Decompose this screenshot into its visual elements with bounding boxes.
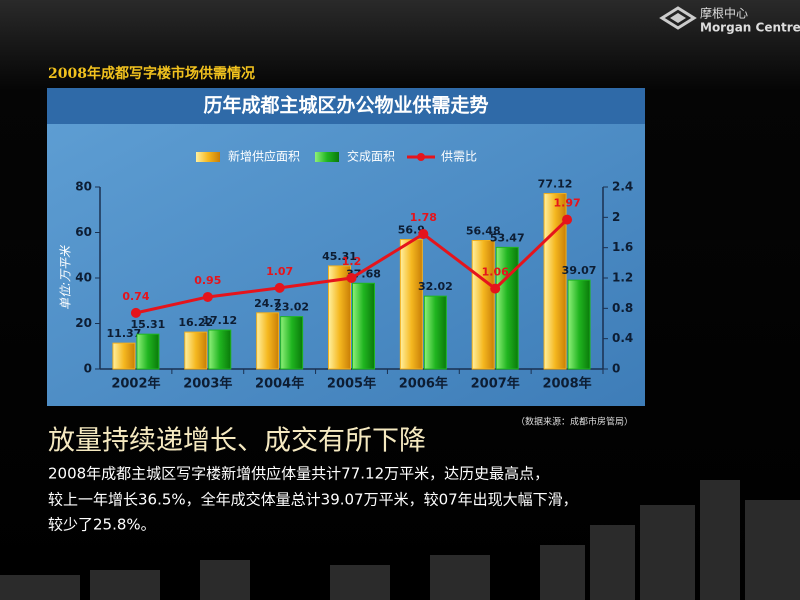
- bar-value-label: 56.9: [398, 224, 425, 237]
- legend-swatch: [315, 152, 339, 162]
- x-tick-label: 2005年: [327, 376, 376, 392]
- y-tick-label: 80: [75, 180, 92, 194]
- bar-value-label: 39.07: [562, 264, 597, 277]
- x-tick-label: 2008年: [542, 376, 591, 392]
- bar: [256, 312, 280, 370]
- bar: [399, 239, 423, 370]
- skyline: [0, 480, 800, 600]
- bar-value-label: 24.7: [254, 297, 281, 310]
- y2-tick-label: 1.6: [612, 240, 633, 254]
- x-tick-label: 2007年: [471, 376, 520, 392]
- y2-tick-label: 0.4: [612, 331, 633, 345]
- bar: [136, 333, 160, 370]
- y2-tick-label: 2: [612, 210, 620, 224]
- bar: [184, 331, 208, 370]
- headline: 放量持续递增长、成交有所下降: [48, 426, 426, 457]
- bar-value-label: 23.02: [274, 301, 309, 314]
- y2-tick-label: 0: [612, 362, 620, 376]
- bar-value-label: 15.31: [131, 318, 166, 331]
- bar-value-label: 11.37: [107, 327, 142, 340]
- bar: [328, 265, 351, 370]
- ratio-value-label: 0.74: [122, 290, 149, 303]
- ratio-marker: [346, 273, 357, 283]
- body-line: 2008年成都主城区写字楼新增供应体量共计77.12万平米，达历史最高点，: [48, 465, 549, 483]
- chart-title: 历年成都主城区办公物业供需走势: [203, 94, 488, 117]
- x-tick-label: 2006年: [399, 376, 448, 392]
- y2-tick-label: 2.4: [612, 180, 633, 194]
- legend-label: 新增供应面积: [228, 149, 300, 164]
- ratio-value-label: 1.07: [266, 265, 293, 278]
- ratio-marker: [562, 214, 573, 225]
- y-tick-label: 0: [84, 362, 92, 376]
- chart-title-bar: [47, 88, 645, 124]
- x-tick-label: 2003年: [183, 376, 232, 392]
- ratio-marker: [274, 282, 285, 293]
- bar-value-label: 32.02: [418, 280, 453, 293]
- y2-tick-label: 0.8: [612, 301, 633, 315]
- ratio-value-label: 0.95: [194, 274, 221, 287]
- legend-label: 供需比: [441, 150, 477, 164]
- section-title: 2008年成都写字楼市场供需情况: [48, 65, 255, 82]
- ratio-value-label: 1.06: [482, 266, 509, 279]
- y-axis-label: 单位:万平米: [59, 244, 73, 310]
- bar: [280, 316, 304, 370]
- bar-value-label: 77.12: [538, 178, 573, 191]
- ratio-marker: [130, 307, 141, 318]
- y-tick-label: 40: [75, 271, 92, 285]
- bar: [567, 279, 591, 370]
- y2-tick-label: 1.2: [612, 271, 633, 285]
- bar-value-label: 17.12: [202, 314, 237, 327]
- y-tick-label: 20: [75, 316, 92, 330]
- bar-value-label: 56.48: [466, 225, 501, 238]
- legend-swatch: [196, 152, 220, 162]
- ratio-value-label: 1.97: [554, 197, 581, 210]
- bar-value-label: 16.22: [178, 316, 213, 329]
- bar: [352, 282, 375, 370]
- logo-en: Morgan Centre: [700, 21, 800, 35]
- bar: [495, 246, 519, 370]
- x-tick-label: 2002年: [111, 376, 160, 392]
- bar: [208, 329, 232, 370]
- bar: [423, 295, 447, 370]
- ratio-marker: [202, 291, 213, 302]
- x-tick-label: 2004年: [255, 376, 304, 392]
- legend-label: 交成面积: [347, 149, 395, 164]
- ratio-value-label: 1.78: [410, 211, 437, 224]
- ratio-value-label: 1.2: [342, 255, 362, 268]
- ratio-marker: [490, 283, 501, 294]
- y-tick-label: 60: [75, 225, 92, 239]
- ratio-marker: [418, 229, 429, 240]
- logo: 摩根中心 Morgan Centre: [659, 6, 800, 35]
- bar: [471, 240, 495, 370]
- legend-swatch: [417, 153, 425, 161]
- bar-value-label: 45.31: [322, 250, 357, 263]
- logo-cn: 摩根中心: [700, 6, 748, 21]
- bar: [112, 342, 136, 370]
- body-line: 较少了25.8%。: [48, 516, 156, 534]
- source: （数据来源：成都市房管局）: [516, 416, 633, 428]
- body-line: 较上一年增长36.5%，全年成交体量总计39.07万平米，较07年出现大幅下滑，: [48, 491, 578, 509]
- bar-value-label: 53.47: [490, 231, 525, 244]
